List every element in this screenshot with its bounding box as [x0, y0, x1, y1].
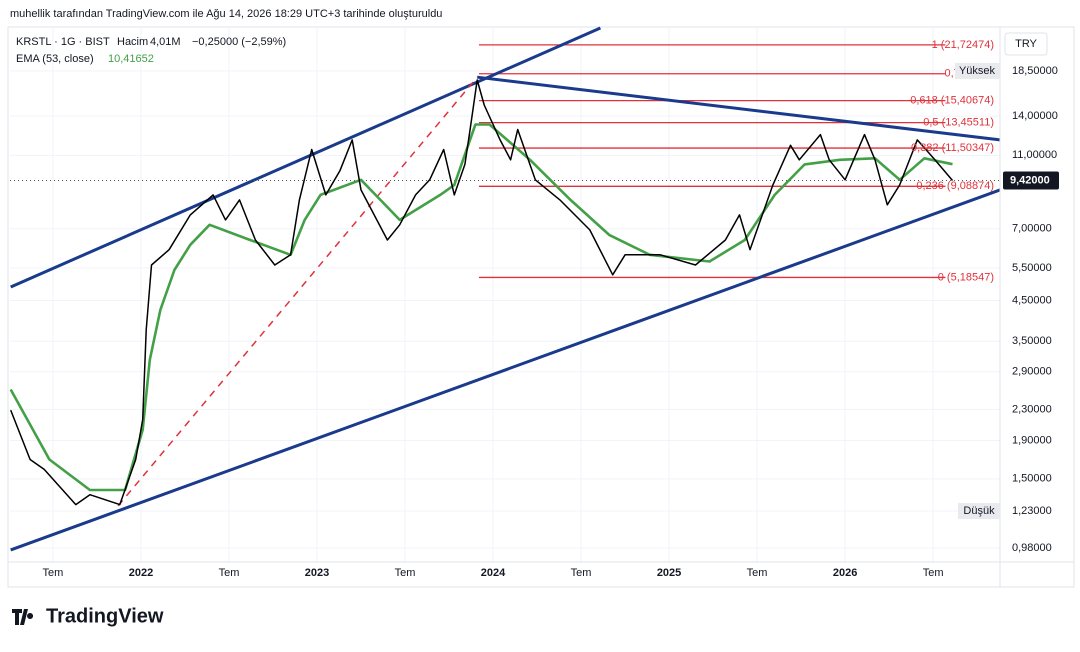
- x-tick-label: Tem: [395, 567, 416, 579]
- low-badge: [958, 503, 1000, 520]
- y-tick-label: 2,30000: [1012, 403, 1052, 415]
- brand: TradingView: [46, 605, 164, 627]
- y-tick-label: 11,00000: [1012, 149, 1057, 161]
- symbol: KRSTL · 1G · BIST: [16, 36, 110, 48]
- frame: [7, 26, 1075, 588]
- trendline: [477, 75, 1001, 142]
- trendline: [117, 76, 478, 507]
- volume-label: Hacim: [117, 36, 148, 48]
- x-tick-label: Tem: [219, 567, 240, 579]
- x-tick-label: 2022: [129, 567, 153, 579]
- series-line: [9, 123, 953, 492]
- fib-label: 0,618 (15,40674): [910, 95, 994, 107]
- y-tick-label: 0,98000: [1012, 542, 1052, 554]
- ema-value: 10,41652: [108, 53, 154, 65]
- trendline: [10, 188, 1001, 552]
- y-tick-label: 1,90000: [1012, 434, 1052, 446]
- x-tick-label: Tem: [571, 567, 592, 579]
- currency: TRY: [1015, 38, 1037, 50]
- high-badge: [955, 62, 1000, 79]
- y-tick-label: 2,90000: [1012, 366, 1052, 378]
- high-label: Yüksek: [959, 65, 996, 77]
- change: −0,25000 (−2,59%): [192, 36, 286, 48]
- y-tick-label: 5,50000: [1012, 262, 1052, 274]
- x-tick-label: 2026: [833, 567, 857, 579]
- y-tick-label: 4,50000: [1012, 294, 1052, 306]
- y-tick-label: 14,00000: [1012, 110, 1058, 122]
- plot: [9, 26, 1001, 562]
- y-tick-label: 1,23000: [1012, 505, 1052, 517]
- price-badge: [1003, 171, 1059, 190]
- ema-name: EMA (53, close): [16, 53, 94, 65]
- series-line: [10, 79, 954, 506]
- price-label: 9,42000: [1010, 174, 1050, 186]
- x-tick-label: 2025: [657, 567, 681, 579]
- x-tick-label: Tem: [747, 567, 768, 579]
- low-label: Düşük: [963, 505, 995, 517]
- volume: 4,01M: [150, 36, 181, 48]
- fib-label: 0 (5,18547): [938, 271, 994, 283]
- y-tick-label: 1,50000: [1012, 473, 1052, 485]
- x-tick-label: Tem: [43, 567, 64, 579]
- currency-box: [1004, 32, 1048, 56]
- x-tick-label: 2024: [481, 567, 506, 579]
- fib-label: 1 (21,72474): [932, 39, 994, 51]
- y-tick-label: 18,50000: [1012, 65, 1058, 77]
- x-tick-label: Tem: [923, 567, 944, 579]
- fib-label: 0,236 (9,08874): [916, 180, 994, 192]
- y-tick-label: 7,00000: [1012, 223, 1052, 235]
- fib-label: 0,5 (13,45511): [923, 117, 994, 129]
- x-tick-label: 2023: [305, 567, 329, 579]
- fib-label: 0,382 (11,50347): [911, 142, 994, 154]
- y-tick-label: 3,50000: [1012, 335, 1052, 347]
- header: muhellik tarafından TradingView.com ile …: [10, 8, 442, 20]
- trendline: [10, 26, 602, 289]
- logo: [12, 609, 34, 625]
